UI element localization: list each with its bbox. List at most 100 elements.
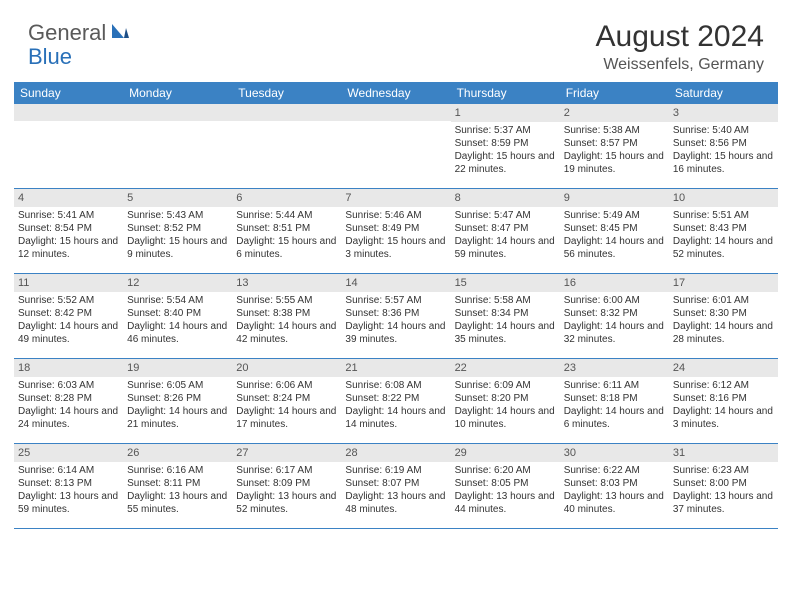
sunset-text: Sunset: 8:07 PM	[345, 477, 446, 490]
sunset-text: Sunset: 8:30 PM	[673, 307, 774, 320]
day-cell: 6Sunrise: 5:44 AMSunset: 8:51 PMDaylight…	[232, 189, 341, 273]
day-number: 15	[451, 274, 560, 292]
daylight-text: Daylight: 13 hours and 44 minutes.	[455, 490, 556, 516]
sunrise-text: Sunrise: 5:37 AM	[455, 124, 556, 137]
day-cell: 12Sunrise: 5:54 AMSunset: 8:40 PMDayligh…	[123, 274, 232, 358]
sunset-text: Sunset: 8:52 PM	[127, 222, 228, 235]
day-body: Sunrise: 5:43 AMSunset: 8:52 PMDaylight:…	[123, 207, 232, 265]
sunrise-text: Sunrise: 5:54 AM	[127, 294, 228, 307]
day-body: Sunrise: 6:00 AMSunset: 8:32 PMDaylight:…	[560, 292, 669, 350]
sunrise-text: Sunrise: 6:11 AM	[564, 379, 665, 392]
sunrise-text: Sunrise: 5:58 AM	[455, 294, 556, 307]
week-row: 11Sunrise: 5:52 AMSunset: 8:42 PMDayligh…	[14, 274, 778, 359]
day-cell: 13Sunrise: 5:55 AMSunset: 8:38 PMDayligh…	[232, 274, 341, 358]
day-body: Sunrise: 5:57 AMSunset: 8:36 PMDaylight:…	[341, 292, 450, 350]
week-row: 25Sunrise: 6:14 AMSunset: 8:13 PMDayligh…	[14, 444, 778, 529]
day-number: 5	[123, 189, 232, 207]
daylight-text: Daylight: 14 hours and 49 minutes.	[18, 320, 119, 346]
header: General August 2024 Weissenfels, Germany	[0, 0, 792, 82]
day-cell: 1Sunrise: 5:37 AMSunset: 8:59 PMDaylight…	[451, 104, 560, 188]
day-number: 20	[232, 359, 341, 377]
sunrise-text: Sunrise: 6:16 AM	[127, 464, 228, 477]
daylight-text: Daylight: 13 hours and 40 minutes.	[564, 490, 665, 516]
day-number: 26	[123, 444, 232, 462]
sunrise-text: Sunrise: 5:49 AM	[564, 209, 665, 222]
day-body: Sunrise: 5:44 AMSunset: 8:51 PMDaylight:…	[232, 207, 341, 265]
sunset-text: Sunset: 8:16 PM	[673, 392, 774, 405]
daylight-text: Daylight: 14 hours and 24 minutes.	[18, 405, 119, 431]
sunrise-text: Sunrise: 6:20 AM	[455, 464, 556, 477]
sunrise-text: Sunrise: 6:12 AM	[673, 379, 774, 392]
daylight-text: Daylight: 14 hours and 10 minutes.	[455, 405, 556, 431]
sunrise-text: Sunrise: 5:44 AM	[236, 209, 337, 222]
calendar: SundayMondayTuesdayWednesdayThursdayFrid…	[0, 82, 792, 529]
day-body: Sunrise: 6:11 AMSunset: 8:18 PMDaylight:…	[560, 377, 669, 435]
day-number: 4	[14, 189, 123, 207]
day-header: Sunday	[14, 82, 123, 104]
day-body: Sunrise: 5:41 AMSunset: 8:54 PMDaylight:…	[14, 207, 123, 265]
daylight-text: Daylight: 14 hours and 28 minutes.	[673, 320, 774, 346]
day-body: Sunrise: 5:38 AMSunset: 8:57 PMDaylight:…	[560, 122, 669, 180]
sunrise-text: Sunrise: 6:19 AM	[345, 464, 446, 477]
sunrise-text: Sunrise: 5:55 AM	[236, 294, 337, 307]
sunrise-text: Sunrise: 5:41 AM	[18, 209, 119, 222]
sunset-text: Sunset: 8:09 PM	[236, 477, 337, 490]
day-number: 27	[232, 444, 341, 462]
sunset-text: Sunset: 8:43 PM	[673, 222, 774, 235]
day-number: 6	[232, 189, 341, 207]
day-body: Sunrise: 6:16 AMSunset: 8:11 PMDaylight:…	[123, 462, 232, 520]
day-header: Monday	[123, 82, 232, 104]
day-number: 21	[341, 359, 450, 377]
day-cell: 18Sunrise: 6:03 AMSunset: 8:28 PMDayligh…	[14, 359, 123, 443]
day-cell: 20Sunrise: 6:06 AMSunset: 8:24 PMDayligh…	[232, 359, 341, 443]
sunrise-text: Sunrise: 6:17 AM	[236, 464, 337, 477]
sunset-text: Sunset: 8:24 PM	[236, 392, 337, 405]
sunrise-text: Sunrise: 6:03 AM	[18, 379, 119, 392]
sunrise-text: Sunrise: 5:40 AM	[673, 124, 774, 137]
sunrise-text: Sunrise: 6:22 AM	[564, 464, 665, 477]
daylight-text: Daylight: 14 hours and 42 minutes.	[236, 320, 337, 346]
day-cell: 23Sunrise: 6:11 AMSunset: 8:18 PMDayligh…	[560, 359, 669, 443]
day-header: Saturday	[669, 82, 778, 104]
sunset-text: Sunset: 8:47 PM	[455, 222, 556, 235]
day-cell: 14Sunrise: 5:57 AMSunset: 8:36 PMDayligh…	[341, 274, 450, 358]
day-number: 12	[123, 274, 232, 292]
sunset-text: Sunset: 8:11 PM	[127, 477, 228, 490]
sunrise-text: Sunrise: 5:47 AM	[455, 209, 556, 222]
daylight-text: Daylight: 14 hours and 3 minutes.	[673, 405, 774, 431]
day-cell	[14, 104, 123, 188]
day-body: Sunrise: 6:01 AMSunset: 8:30 PMDaylight:…	[669, 292, 778, 350]
day-body: Sunrise: 5:52 AMSunset: 8:42 PMDaylight:…	[14, 292, 123, 350]
sunrise-text: Sunrise: 6:00 AM	[564, 294, 665, 307]
sunset-text: Sunset: 8:51 PM	[236, 222, 337, 235]
month-title: August 2024	[596, 20, 764, 54]
day-number: 24	[669, 359, 778, 377]
sunrise-text: Sunrise: 6:23 AM	[673, 464, 774, 477]
day-body: Sunrise: 5:40 AMSunset: 8:56 PMDaylight:…	[669, 122, 778, 180]
sunset-text: Sunset: 8:03 PM	[564, 477, 665, 490]
daylight-text: Daylight: 13 hours and 52 minutes.	[236, 490, 337, 516]
sunrise-text: Sunrise: 6:01 AM	[673, 294, 774, 307]
sunrise-text: Sunrise: 6:08 AM	[345, 379, 446, 392]
day-cell: 21Sunrise: 6:08 AMSunset: 8:22 PMDayligh…	[341, 359, 450, 443]
day-header-row: SundayMondayTuesdayWednesdayThursdayFrid…	[14, 82, 778, 104]
day-cell: 4Sunrise: 5:41 AMSunset: 8:54 PMDaylight…	[14, 189, 123, 273]
day-cell: 28Sunrise: 6:19 AMSunset: 8:07 PMDayligh…	[341, 444, 450, 528]
day-number: 1	[451, 104, 560, 122]
day-cell	[232, 104, 341, 188]
sunset-text: Sunset: 8:05 PM	[455, 477, 556, 490]
daylight-text: Daylight: 15 hours and 3 minutes.	[345, 235, 446, 261]
daylight-text: Daylight: 15 hours and 9 minutes.	[127, 235, 228, 261]
sunset-text: Sunset: 8:38 PM	[236, 307, 337, 320]
day-cell: 19Sunrise: 6:05 AMSunset: 8:26 PMDayligh…	[123, 359, 232, 443]
daylight-text: Daylight: 14 hours and 6 minutes.	[564, 405, 665, 431]
day-cell: 17Sunrise: 6:01 AMSunset: 8:30 PMDayligh…	[669, 274, 778, 358]
week-row: 4Sunrise: 5:41 AMSunset: 8:54 PMDaylight…	[14, 189, 778, 274]
day-number: 30	[560, 444, 669, 462]
sunset-text: Sunset: 8:54 PM	[18, 222, 119, 235]
day-cell: 3Sunrise: 5:40 AMSunset: 8:56 PMDaylight…	[669, 104, 778, 188]
sunset-text: Sunset: 8:32 PM	[564, 307, 665, 320]
day-number: 25	[14, 444, 123, 462]
day-body: Sunrise: 5:47 AMSunset: 8:47 PMDaylight:…	[451, 207, 560, 265]
daylight-text: Daylight: 15 hours and 6 minutes.	[236, 235, 337, 261]
